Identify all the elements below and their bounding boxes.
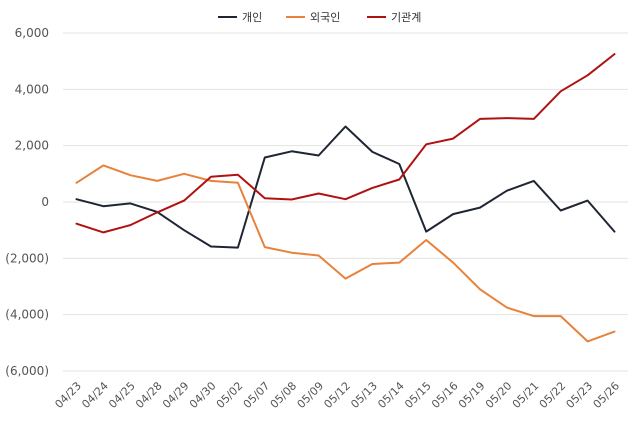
x-tick-label: 04/30 [187,379,219,411]
y-tick-label: 0 [41,195,49,209]
series-line [75,53,616,234]
y-tick-label: 6,000 [15,26,49,40]
x-tick-label: 05/22 [537,379,569,411]
series-line [75,125,616,249]
legend-label: 외국인 [310,11,340,24]
x-tick-label: 04/24 [79,379,111,411]
gridlines [63,32,628,372]
x-tick-label: 05/20 [483,379,515,411]
x-axis: 04/2304/2404/2504/2804/2904/3005/0205/07… [52,379,622,411]
y-tick-label: (6,000) [5,364,49,378]
series-line [75,164,616,343]
x-tick-label: 05/09 [295,379,327,411]
x-tick-label: 05/21 [510,379,542,411]
y-tick-label: 4,000 [15,82,49,96]
x-tick-label: 05/15 [402,379,434,411]
y-tick-label: (4,000) [5,308,49,322]
y-tick-label: 2,000 [15,139,49,153]
legend: 개인 외국인 기관계 [218,11,421,24]
x-tick-label: 05/02 [214,379,246,411]
x-tick-label: 05/16 [429,379,461,411]
x-tick-label: 05/14 [375,379,407,411]
x-tick-label: 05/23 [564,379,596,411]
x-tick-label: 05/12 [321,379,353,411]
series-lines [75,53,616,343]
x-tick-label: 04/28 [133,379,165,411]
y-axis: 6,000 4,000 2,000 0 (2,000) (4,000) (6,000) [5,26,49,378]
x-tick-label: 04/25 [106,379,138,411]
legend-label: 기관계 [391,11,421,24]
y-tick-label: (2,000) [5,251,49,265]
x-tick-label: 04/29 [160,379,192,411]
x-tick-label: 05/13 [348,379,380,411]
x-tick-label: 05/08 [268,379,300,411]
x-tick-label: 05/19 [456,379,488,411]
x-tick-label: 04/23 [52,379,84,411]
x-tick-label: 05/07 [241,379,273,411]
legend-label: 개인 [242,11,262,24]
x-tick-label: 05/26 [591,379,623,411]
